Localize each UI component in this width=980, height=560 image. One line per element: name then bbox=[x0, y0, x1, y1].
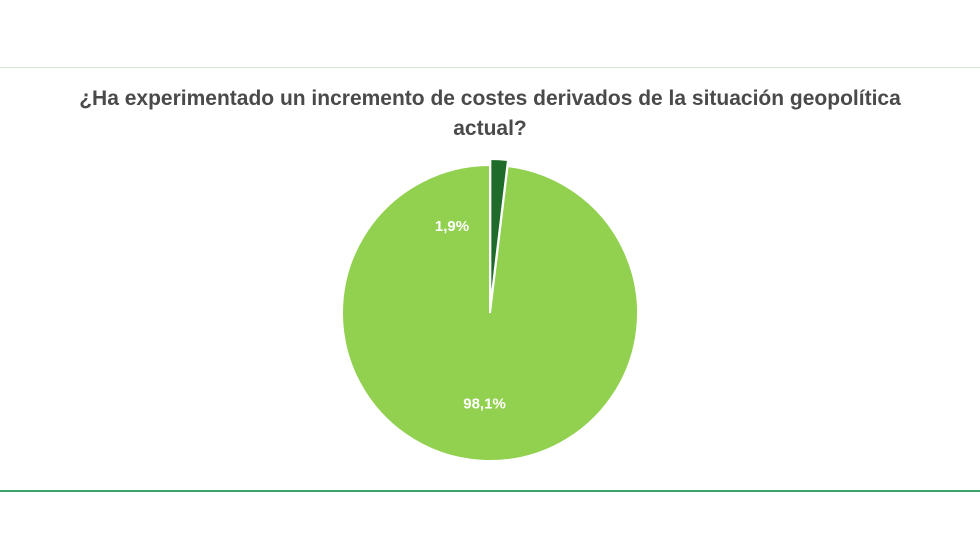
pie-slices bbox=[341, 158, 639, 462]
top-divider bbox=[0, 67, 980, 68]
pie-data-labels: 1,9% 98,1% bbox=[435, 218, 506, 413]
bottom-divider bbox=[0, 490, 980, 492]
data-label-large: 98,1% bbox=[463, 396, 506, 413]
pie-slice-large bbox=[341, 163, 639, 462]
chart-title: ¿Ha experimentado un incremento de coste… bbox=[79, 87, 901, 140]
data-label-small: 1,9% bbox=[435, 218, 469, 235]
